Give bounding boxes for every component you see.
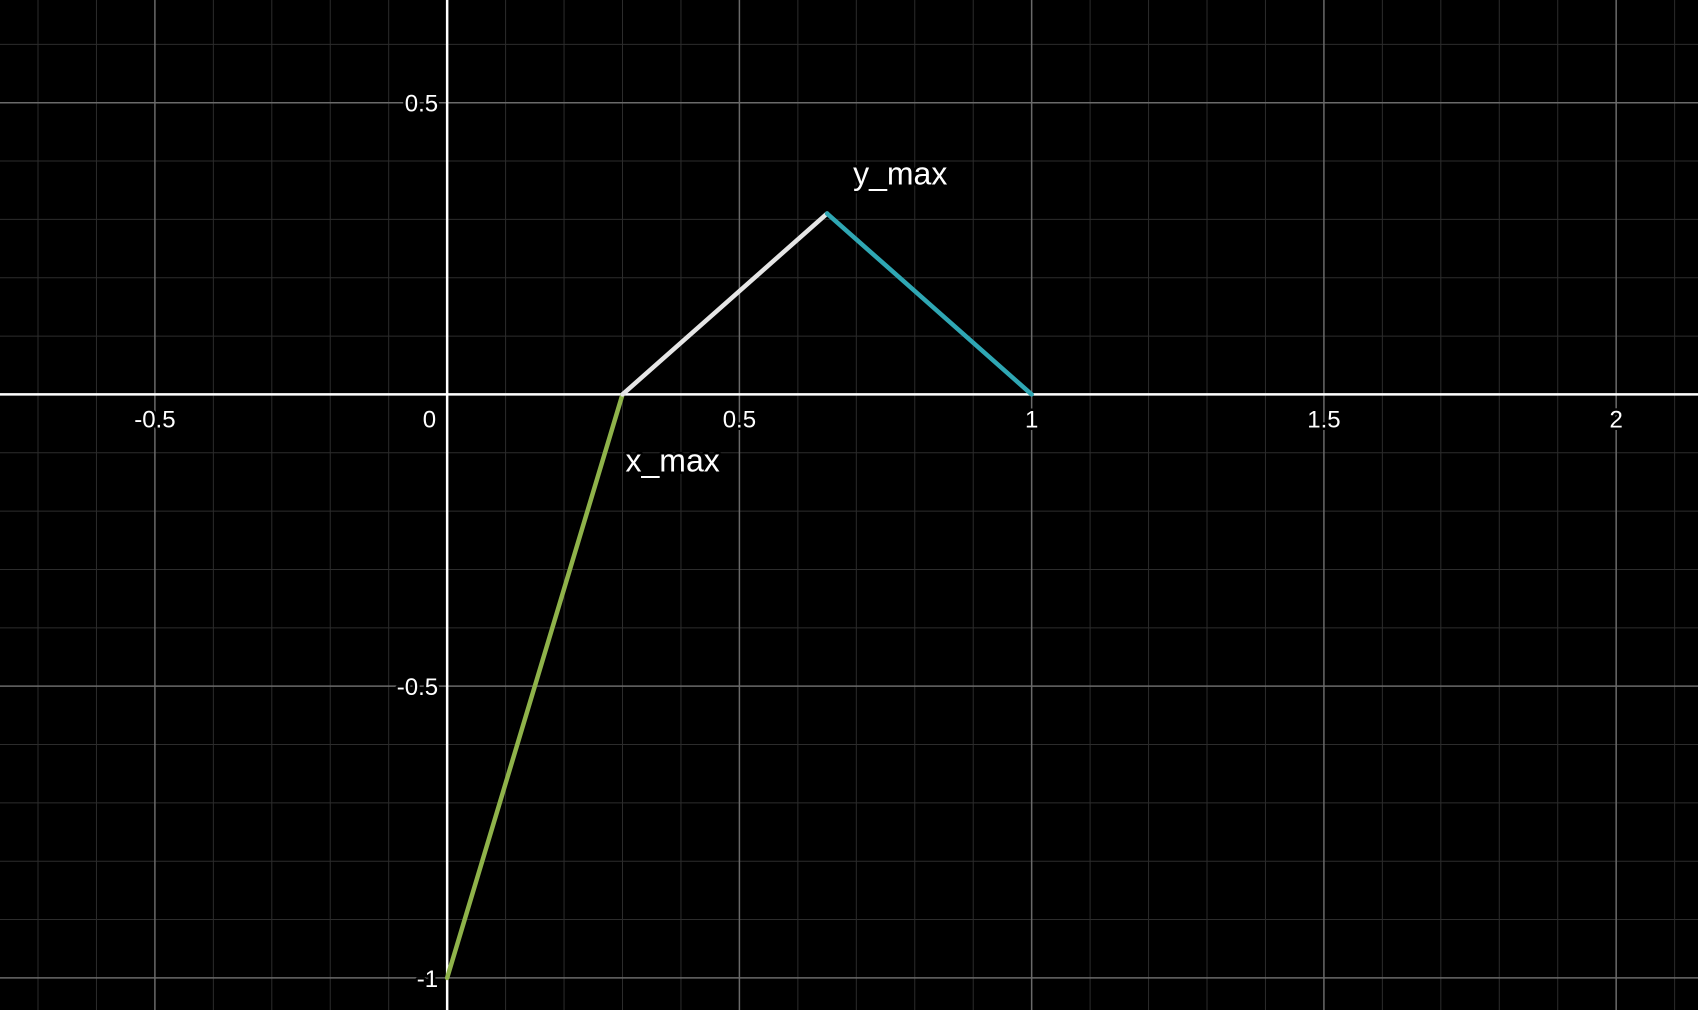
x-tick-label: 1 xyxy=(1025,406,1038,433)
y-tick-label: -0.5 xyxy=(397,674,438,701)
origin-tick-label: 0 xyxy=(423,406,436,433)
x-tick-label: 0.5 xyxy=(723,406,756,433)
y-tick-label: 0.5 xyxy=(405,91,438,118)
x-tick-label: 2 xyxy=(1609,406,1622,433)
x-tick-label: -0.5 xyxy=(134,406,175,433)
labels-layer: 0 -0.5 0.5 1 1.5 2 0.5 -0.5 -1 xyxy=(132,88,1626,995)
y-tick-label: -1 xyxy=(417,966,438,993)
series-line-1 xyxy=(444,392,625,981)
point-annotation-label: x_max xyxy=(626,442,720,478)
series-line-2 xyxy=(620,211,830,397)
series-line-3 xyxy=(824,211,1034,397)
annotation-layer: x_max y_max xyxy=(623,153,950,481)
point-annotation-label: y_max xyxy=(853,156,947,192)
x-tick-label: 1.5 xyxy=(1307,406,1340,433)
series-layer xyxy=(444,211,1034,981)
